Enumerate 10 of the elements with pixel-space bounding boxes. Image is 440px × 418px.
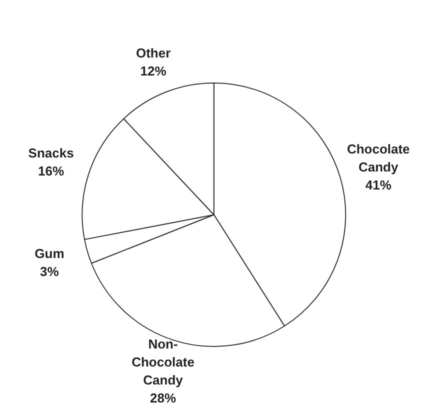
data-label: 12% xyxy=(140,63,167,78)
data-label: 28% xyxy=(150,390,176,406)
slice-label: Gum xyxy=(34,246,64,261)
slice-label: Chocolate Candy xyxy=(346,142,410,175)
slice-label: Snacks xyxy=(28,145,74,160)
slice-label: Other xyxy=(136,45,171,60)
slice-label: Non-Chocolate Candy xyxy=(132,336,194,388)
data-label: 3% xyxy=(40,264,60,279)
data-label: 41% xyxy=(365,178,392,193)
data-label: 16% xyxy=(38,163,64,178)
